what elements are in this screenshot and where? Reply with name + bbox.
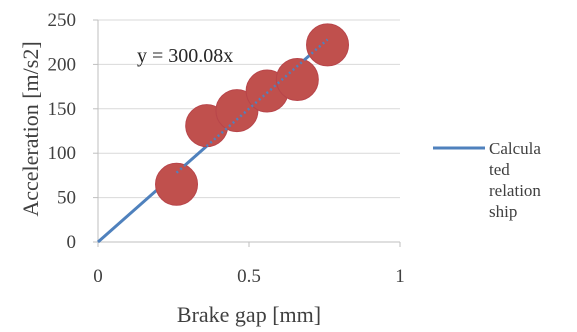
y-tick-label: 150 — [48, 99, 77, 120]
x-axis-title: Brake gap [mm] — [177, 302, 321, 327]
legend-label: relation — [489, 181, 541, 200]
legend-label: ted — [489, 160, 510, 179]
legend-layer: Calcula ted relation ship — [433, 139, 541, 221]
y-tick-label: 200 — [48, 54, 77, 75]
y-tick-label: 50 — [57, 188, 76, 209]
y-axis-title: Acceleration [m/s2] — [18, 41, 43, 216]
y-tick-label: 0 — [67, 232, 77, 253]
axis-layer — [93, 19, 401, 247]
data-point — [155, 162, 199, 206]
x-tick-label: 1 — [395, 266, 405, 287]
trendline-equation: y = 300.08x — [137, 45, 233, 67]
series-layer — [97, 23, 350, 244]
legend-label: Calcula — [489, 139, 541, 158]
data-point — [306, 23, 350, 67]
data-point — [275, 57, 319, 101]
y-tick-label: 100 — [48, 143, 77, 164]
legend-label: ship — [489, 202, 517, 221]
x-tick-label: 0 — [93, 266, 103, 287]
label-layer: 0 0.5 1 0 50 100 150 200 250 y = 300.08x Brake gap… — [18, 10, 405, 327]
x-tick-label: 0.5 — [237, 266, 261, 287]
trendline — [175, 38, 329, 174]
data-point — [215, 89, 259, 133]
y-tick-label: 250 — [48, 10, 77, 31]
